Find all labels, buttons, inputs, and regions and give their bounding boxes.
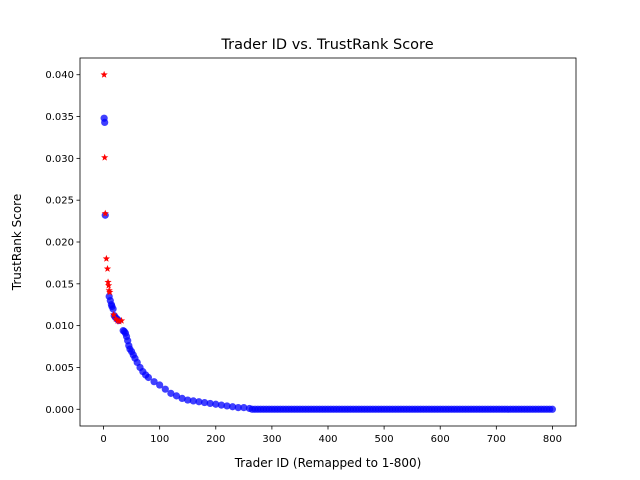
y-tick-label: 0.010 [45,321,74,332]
data-point-circle [200,398,209,407]
data-point-circle [240,404,248,412]
data-point-circle [548,405,557,413]
data-point-circle [195,398,203,406]
data-point-circle [161,385,169,393]
y-axis-label: TrustRank Score [10,194,24,291]
data-point-circle [178,394,186,402]
chart-title: Trader ID vs. TrustRank Score [220,37,433,53]
data-point-circle [156,381,164,389]
y-tick-label: 0.025 [45,196,74,207]
y-tick-label: 0.015 [45,279,74,290]
data-point-star [102,254,110,262]
data-point-circle [167,389,175,397]
data-point-circle [229,403,237,411]
data-point-circle [172,392,181,400]
data-point-star [105,281,113,289]
data-point-circle [234,404,242,412]
data-point-circle [109,305,117,313]
data-point-star [101,209,109,217]
data-point-circle [101,118,109,126]
data-point-star [103,264,112,272]
y-tick-label: 0.035 [45,112,74,123]
data-point-star [112,315,120,323]
data-point-star [104,278,112,286]
data-point-circle [212,400,220,408]
x-axis-ticks: 0 100 200 300 400 500 600 700 800 [100,426,562,445]
x-tick-label: 100 [150,434,169,445]
x-tick-label: 200 [206,434,225,445]
data-point-circle [217,401,225,409]
y-tick-label: 0.000 [45,405,74,416]
data-point-star [101,153,109,161]
data-point-circle [206,399,214,408]
series-red-stars [100,70,126,325]
data-point-star [110,310,118,318]
y-tick-label: 0.005 [45,363,74,374]
y-tick-label: 0.030 [45,154,74,165]
y-axis-ticks: 0.000 0.005 0.010 0.015 0.020 0.025 0.030 0.035… [45,70,80,416]
data-point-star [115,317,123,325]
data-point-star [117,316,126,324]
x-tick-label: 400 [318,434,337,445]
series-blue-circles [100,114,557,413]
data-point-star [106,288,114,296]
data-point-circle [189,397,197,405]
data-point-circle [150,378,158,386]
data-point-star [100,70,108,78]
data-point-circle [144,373,153,382]
x-tick-label: 600 [431,434,450,445]
x-tick-label: 800 [543,434,562,445]
plot-area-frame [79,57,577,427]
x-tick-label: 700 [487,434,506,445]
data-point-circle [184,396,192,404]
x-tick-label: 300 [262,434,281,445]
x-tick-label: 500 [375,434,394,445]
y-tick-label: 0.020 [45,238,74,249]
data-point-circle [223,402,231,410]
y-tick-label: 0.040 [45,70,74,81]
x-tick-label: 0 [100,434,106,445]
x-axis-label: Trader ID (Remapped to 1-800) [234,456,422,470]
